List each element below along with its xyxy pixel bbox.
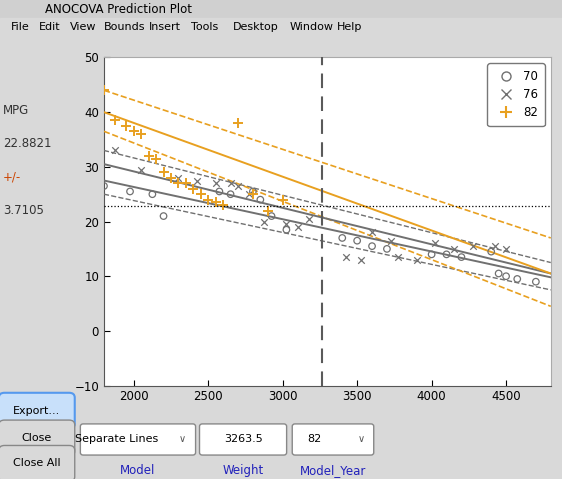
Point — [494, 270, 503, 277]
Text: Close All: Close All — [13, 458, 61, 468]
Point — [501, 273, 510, 280]
Text: Close: Close — [22, 433, 52, 443]
Point — [427, 251, 436, 258]
Point — [368, 242, 377, 250]
Point — [215, 188, 224, 195]
Point — [431, 240, 440, 247]
Text: Bounds: Bounds — [104, 23, 146, 32]
Point — [159, 212, 168, 220]
Point — [412, 256, 422, 263]
Text: Window: Window — [289, 23, 333, 32]
Point — [513, 275, 522, 283]
Point — [457, 253, 466, 261]
Point — [196, 190, 205, 198]
Text: +/-: +/- — [3, 171, 21, 184]
Point — [442, 251, 451, 258]
Point — [368, 228, 377, 236]
Text: ∨: ∨ — [179, 434, 186, 445]
Point — [491, 242, 500, 250]
Point — [393, 253, 402, 261]
Point — [99, 182, 108, 190]
Point — [244, 190, 253, 198]
Point — [111, 116, 120, 124]
Text: Edit: Edit — [39, 23, 61, 32]
Point — [219, 201, 228, 209]
Point — [233, 182, 242, 190]
Text: 82: 82 — [307, 434, 322, 445]
Point — [260, 218, 269, 226]
Point — [226, 180, 235, 187]
Point — [159, 169, 168, 176]
Point — [211, 199, 220, 206]
Point — [501, 245, 510, 253]
Text: Weight: Weight — [223, 464, 264, 477]
Point — [152, 155, 161, 162]
Point — [182, 180, 191, 187]
Point — [356, 256, 365, 263]
Text: 3.7105: 3.7105 — [3, 204, 44, 217]
Text: View: View — [70, 23, 97, 32]
Point — [122, 122, 131, 130]
Point — [487, 248, 496, 255]
Point — [450, 245, 459, 253]
Point — [282, 226, 291, 234]
Point — [203, 196, 212, 204]
Point — [304, 215, 313, 223]
Point — [137, 166, 146, 173]
Point — [248, 190, 257, 198]
Point — [282, 220, 291, 228]
Point — [174, 174, 183, 182]
Text: Model_Year: Model_Year — [300, 464, 366, 477]
Point — [226, 190, 235, 198]
Point — [382, 245, 391, 253]
Text: MPG: MPG — [3, 103, 29, 117]
Text: Help: Help — [337, 23, 362, 32]
Point — [193, 177, 202, 184]
Text: File: File — [11, 23, 30, 32]
Point — [352, 237, 361, 244]
Point — [342, 253, 351, 261]
Point — [278, 196, 287, 204]
Text: 3263.5: 3263.5 — [224, 434, 262, 445]
Text: Desktop: Desktop — [233, 23, 279, 32]
Point — [211, 180, 220, 187]
Point — [248, 188, 257, 195]
Point — [267, 212, 276, 220]
Legend: 70, 76, 82: 70, 76, 82 — [487, 63, 545, 126]
Text: Model: Model — [120, 464, 156, 477]
Point — [468, 242, 477, 250]
Point — [144, 152, 153, 160]
Point — [166, 174, 175, 182]
Point — [293, 223, 302, 231]
Text: ∨: ∨ — [357, 434, 364, 445]
Point — [189, 185, 198, 193]
Text: 22.8821: 22.8821 — [3, 137, 51, 150]
Point — [125, 188, 134, 195]
Text: Insert: Insert — [149, 23, 181, 32]
Point — [338, 234, 347, 242]
Text: ANOCOVA Prediction Plot: ANOCOVA Prediction Plot — [45, 2, 192, 16]
Point — [99, 87, 108, 94]
Point — [263, 207, 272, 215]
Text: Export...: Export... — [13, 406, 61, 416]
Point — [233, 119, 242, 127]
Point — [111, 147, 120, 154]
Point — [129, 127, 138, 135]
Point — [174, 180, 183, 187]
Point — [256, 196, 265, 204]
Point — [137, 130, 146, 138]
Point — [386, 237, 395, 244]
Point — [148, 190, 157, 198]
Point — [531, 278, 540, 285]
Text: Tools: Tools — [191, 23, 218, 32]
Text: Separate Lines: Separate Lines — [75, 434, 158, 445]
